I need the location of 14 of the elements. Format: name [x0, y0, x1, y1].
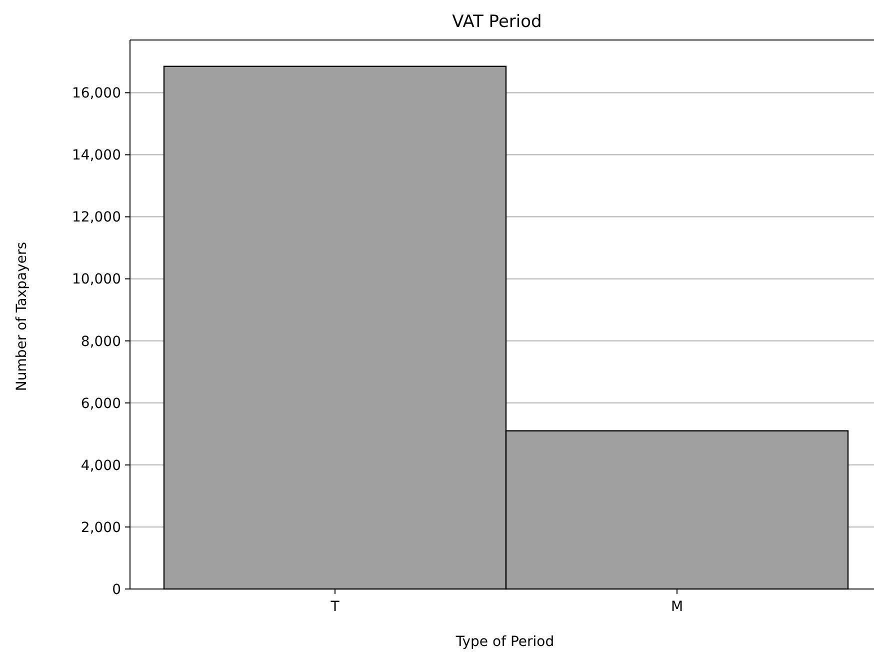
y-tick-label: 4,000 — [80, 458, 121, 474]
y-tick-label: 12,000 — [72, 210, 121, 226]
x-axis-title: Type of Period — [454, 634, 554, 650]
y-tick-label: 2,000 — [80, 520, 121, 536]
y-tick-label: 16,000 — [72, 86, 121, 102]
chart-title: VAT Period — [452, 12, 542, 32]
y-tick-label: 8,000 — [80, 334, 121, 350]
y-tick-label: 0 — [112, 582, 121, 598]
y-tick-label: 14,000 — [72, 148, 121, 164]
y-tick-label: 6,000 — [80, 396, 121, 412]
y-axis-title: Number of Taxpayers — [14, 242, 30, 392]
y-tick-label: 10,000 — [72, 272, 121, 288]
x-tick-label: M — [670, 599, 684, 615]
x-tick-label: T — [330, 599, 340, 615]
